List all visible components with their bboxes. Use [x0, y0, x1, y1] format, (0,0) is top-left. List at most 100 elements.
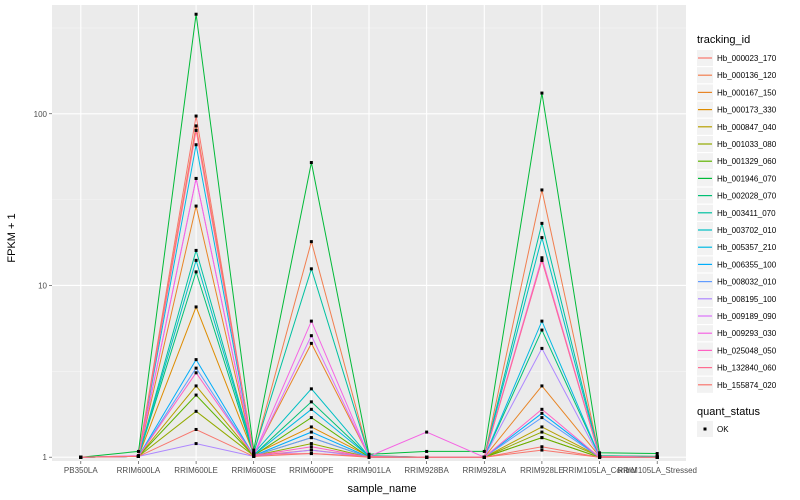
data-point	[598, 451, 602, 455]
data-point	[540, 258, 544, 262]
legend-label: Hb_005357_210	[717, 243, 777, 252]
data-point	[252, 448, 256, 452]
data-point	[540, 384, 544, 388]
x-tick-label: RRIM928LE	[520, 466, 564, 475]
data-point	[194, 258, 198, 262]
x-tick-label: RRIM600LE	[174, 466, 218, 475]
data-point	[309, 400, 313, 404]
data-point	[540, 416, 544, 420]
data-point	[425, 430, 429, 434]
data-point	[194, 143, 198, 147]
legend-label: Hb_006355_100	[717, 260, 777, 269]
data-point	[367, 455, 371, 459]
data-point	[309, 436, 313, 440]
data-point	[482, 455, 486, 459]
data-point	[136, 454, 140, 458]
data-point	[194, 384, 198, 388]
legend-label: Hb_001946_070	[717, 174, 777, 183]
data-point	[309, 341, 313, 345]
legend-label: Hb_008195_100	[717, 295, 777, 304]
data-point	[309, 407, 313, 411]
data-point	[309, 445, 313, 449]
x-tick-label: RRIM105LA_Control	[563, 466, 637, 475]
x-tick-label: RRIM928LA	[462, 466, 506, 475]
data-point	[194, 393, 198, 397]
data-point	[655, 452, 659, 456]
legend-tracking-id: tracking_id Hb_000023_170 Hb_000136_120 Hb…	[697, 34, 777, 393]
data-point	[194, 442, 198, 446]
data-point	[540, 448, 544, 452]
legend-label: Hb_001033_080	[717, 140, 777, 149]
data-point	[309, 452, 313, 456]
data-point	[309, 240, 313, 244]
legend-label: Hb_001329_060	[717, 157, 777, 166]
data-point	[540, 91, 544, 95]
data-point	[309, 161, 313, 165]
y-tick-label: 100	[34, 110, 48, 119]
legend-label: Hb_000136_120	[717, 71, 777, 80]
data-point	[194, 176, 198, 180]
data-point	[540, 236, 544, 240]
y-tick-label: 10	[38, 281, 47, 290]
legend-label: Hb_000023_170	[717, 54, 777, 63]
data-point	[309, 448, 313, 452]
data-point	[136, 449, 140, 453]
data-point	[194, 248, 198, 252]
data-point	[194, 366, 198, 370]
y-axis-title: FPKM + 1	[6, 213, 18, 262]
x-tick-label: RRIM105LA_Stressed	[617, 466, 697, 475]
legend-quant-status: quant_status OK	[697, 406, 760, 437]
legend-title: tracking_id	[697, 34, 750, 46]
data-point	[194, 371, 198, 375]
data-point	[540, 445, 544, 449]
data-point	[194, 124, 198, 128]
legend-label: Hb_003702_010	[717, 226, 777, 235]
data-point	[309, 430, 313, 434]
x-tick-label: RRIM928BA	[404, 466, 449, 475]
data-point	[540, 319, 544, 323]
data-point	[194, 358, 198, 362]
data-point	[194, 270, 198, 274]
x-tick-label: RRIM600LA	[117, 466, 161, 475]
legend-label: Hb_155874_020	[717, 381, 777, 390]
data-point	[194, 427, 198, 431]
legend-label: Hb_132840_060	[717, 364, 777, 373]
legend-label: Hb_000847_040	[717, 123, 777, 132]
legend-key-point	[703, 427, 707, 431]
data-point	[540, 425, 544, 429]
x-tick-label: PB350LA	[64, 466, 98, 475]
data-point	[540, 188, 544, 192]
y-axis: 1 10 100	[34, 110, 52, 462]
data-point	[309, 442, 313, 446]
y-tick-label: 1	[43, 453, 48, 462]
data-point	[540, 346, 544, 350]
x-axis: PB350LA RRIM600LA RRIM600LE RRIM600SE RRIM60…	[64, 461, 697, 475]
data-point	[425, 449, 429, 453]
data-point	[309, 334, 313, 338]
legend-label: Hb_025048_050	[717, 346, 777, 355]
data-point	[540, 436, 544, 440]
data-point	[194, 409, 198, 413]
data-point	[540, 221, 544, 225]
data-point	[309, 387, 313, 391]
data-point	[540, 328, 544, 332]
legend-title: quant_status	[697, 406, 760, 418]
data-point	[482, 449, 486, 453]
x-axis-title: sample_name	[347, 483, 416, 495]
data-point	[79, 455, 83, 459]
data-point	[598, 455, 602, 459]
legend-label: Hb_000173_330	[717, 106, 777, 115]
x-tick-label: RRIM901LA	[347, 466, 391, 475]
data-point	[194, 305, 198, 309]
plot-panel	[52, 5, 686, 461]
data-point	[194, 128, 198, 132]
legend-label: OK	[717, 425, 729, 434]
data-point	[194, 12, 198, 16]
legend-label: Hb_002028_070	[717, 192, 777, 201]
legend-label: Hb_009293_030	[717, 329, 777, 338]
legend-label: Hb_008032_010	[717, 278, 777, 287]
legend-label: Hb_003411_070	[717, 209, 776, 218]
data-point	[309, 416, 313, 420]
data-point	[194, 114, 198, 118]
data-point	[309, 267, 313, 271]
